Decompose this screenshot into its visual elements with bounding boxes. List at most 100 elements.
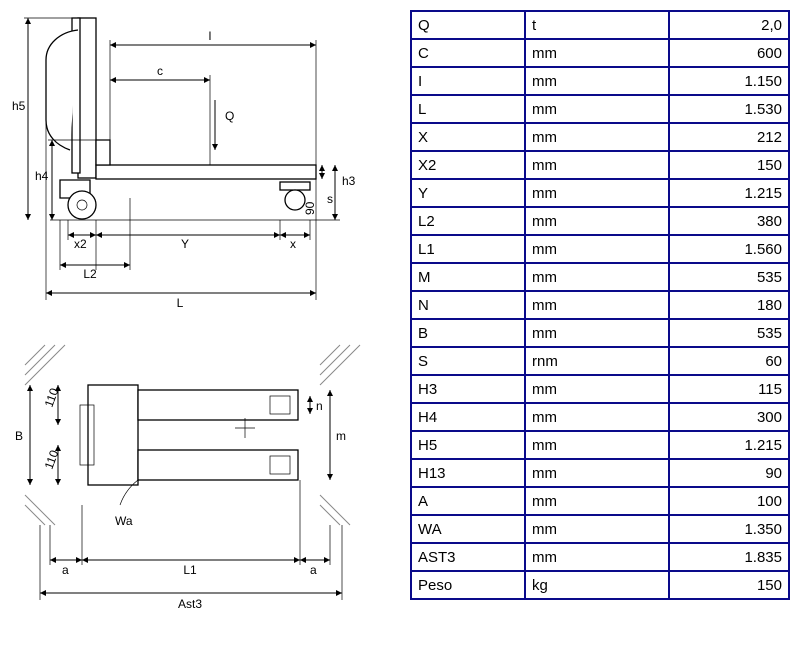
spec-table-panel: Qt2,0Cmm600Imm1.150Lmm1.530Xmm212X2mm150… — [400, 0, 800, 668]
table-row: AST3mm1.835 — [411, 543, 789, 571]
cell-param: Q — [411, 11, 525, 39]
table-row: Qt2,0 — [411, 11, 789, 39]
cell-param: L1 — [411, 235, 525, 263]
cell-param: H3 — [411, 375, 525, 403]
cell-unit: mm — [525, 375, 669, 403]
cell-param: Peso — [411, 571, 525, 599]
label-h3: h3 — [342, 174, 356, 188]
cell-param: L2 — [411, 207, 525, 235]
table-row: Lmm1.530 — [411, 95, 789, 123]
cell-param: X2 — [411, 151, 525, 179]
table-row: Xmm212 — [411, 123, 789, 151]
spec-table: Qt2,0Cmm600Imm1.150Lmm1.530Xmm212X2mm150… — [410, 10, 790, 600]
cell-unit: mm — [525, 431, 669, 459]
diagram-svg: l c Q h5 h4 h3 s 90 x2 Y x — [10, 10, 390, 650]
table-row: Amm100 — [411, 487, 789, 515]
cell-param: H4 — [411, 403, 525, 431]
cell-unit: mm — [525, 235, 669, 263]
cell-unit: mm — [525, 123, 669, 151]
table-row: X2mm150 — [411, 151, 789, 179]
cell-param: WA — [411, 515, 525, 543]
table-row: H4mm300 — [411, 403, 789, 431]
label-Y: Y — [181, 237, 189, 251]
label-Ast3: Ast3 — [178, 597, 202, 611]
table-row: L2mm380 — [411, 207, 789, 235]
cell-value: 150 — [669, 151, 789, 179]
cell-param: N — [411, 291, 525, 319]
cell-param: I — [411, 67, 525, 95]
cell-value: 535 — [669, 263, 789, 291]
cell-unit: mm — [525, 403, 669, 431]
cell-value: 212 — [669, 123, 789, 151]
cell-value: 90 — [669, 459, 789, 487]
cell-value: 535 — [669, 319, 789, 347]
cell-value: 1.150 — [669, 67, 789, 95]
cell-param: X — [411, 123, 525, 151]
table-row: H3mm115 — [411, 375, 789, 403]
cell-value: 1.215 — [669, 431, 789, 459]
label-110a: 110 — [42, 386, 62, 409]
label-L2: L2 — [83, 267, 97, 281]
table-row: Imm1.150 — [411, 67, 789, 95]
technical-drawing-panel: l c Q h5 h4 h3 s 90 x2 Y x — [0, 0, 400, 668]
cell-unit: mm — [525, 459, 669, 487]
cell-param: Y — [411, 179, 525, 207]
label-110b: 110 — [42, 448, 62, 471]
cell-param: A — [411, 487, 525, 515]
label-Wa: Wa — [115, 514, 133, 528]
cell-unit: mm — [525, 95, 669, 123]
label-x2: x2 — [74, 237, 87, 251]
cell-value: 2,0 — [669, 11, 789, 39]
table-row: Srnm60 — [411, 347, 789, 375]
cell-unit: mm — [525, 263, 669, 291]
cell-value: 1.215 — [669, 179, 789, 207]
label-l: l — [209, 29, 212, 43]
label-h5: h5 — [12, 99, 26, 113]
cell-value: 1.350 — [669, 515, 789, 543]
cell-value: 1.530 — [669, 95, 789, 123]
cell-unit: mm — [525, 207, 669, 235]
table-row: WAmm1.350 — [411, 515, 789, 543]
label-n: n — [316, 399, 323, 413]
label-c: c — [157, 64, 163, 78]
cell-param: B — [411, 319, 525, 347]
cell-param: M — [411, 263, 525, 291]
cell-unit: mm — [525, 67, 669, 95]
cell-unit: t — [525, 11, 669, 39]
cell-value: 150 — [669, 571, 789, 599]
cell-value: 380 — [669, 207, 789, 235]
table-row: L1mm1.560 — [411, 235, 789, 263]
cell-unit: mm — [525, 487, 669, 515]
label-B: B — [15, 429, 23, 443]
cell-value: 1.835 — [669, 543, 789, 571]
table-row: Pesokg150 — [411, 571, 789, 599]
table-row: Ymm1.215 — [411, 179, 789, 207]
label-L1: L1 — [183, 563, 197, 577]
cell-value: 60 — [669, 347, 789, 375]
cell-unit: kg — [525, 571, 669, 599]
cell-unit: mm — [525, 291, 669, 319]
cell-value: 600 — [669, 39, 789, 67]
table-row: Mmm535 — [411, 263, 789, 291]
cell-value: 100 — [669, 487, 789, 515]
label-s: s — [327, 192, 333, 206]
cell-param: C — [411, 39, 525, 67]
label-90: 90 — [303, 201, 317, 215]
cell-unit: mm — [525, 543, 669, 571]
label-L: L — [177, 296, 184, 310]
label-x: x — [290, 237, 296, 251]
cell-param: S — [411, 347, 525, 375]
cell-unit: mm — [525, 39, 669, 67]
label-a2: a — [310, 563, 317, 577]
label-a1: a — [62, 563, 69, 577]
cell-param: H5 — [411, 431, 525, 459]
table-row: H13mm90 — [411, 459, 789, 487]
cell-unit: rnm — [525, 347, 669, 375]
cell-param: AST3 — [411, 543, 525, 571]
cell-value: 1.560 — [669, 235, 789, 263]
label-m: m — [336, 429, 346, 443]
label-Q: Q — [225, 109, 234, 123]
table-row: Nmm180 — [411, 291, 789, 319]
cell-param: L — [411, 95, 525, 123]
cell-param: H13 — [411, 459, 525, 487]
